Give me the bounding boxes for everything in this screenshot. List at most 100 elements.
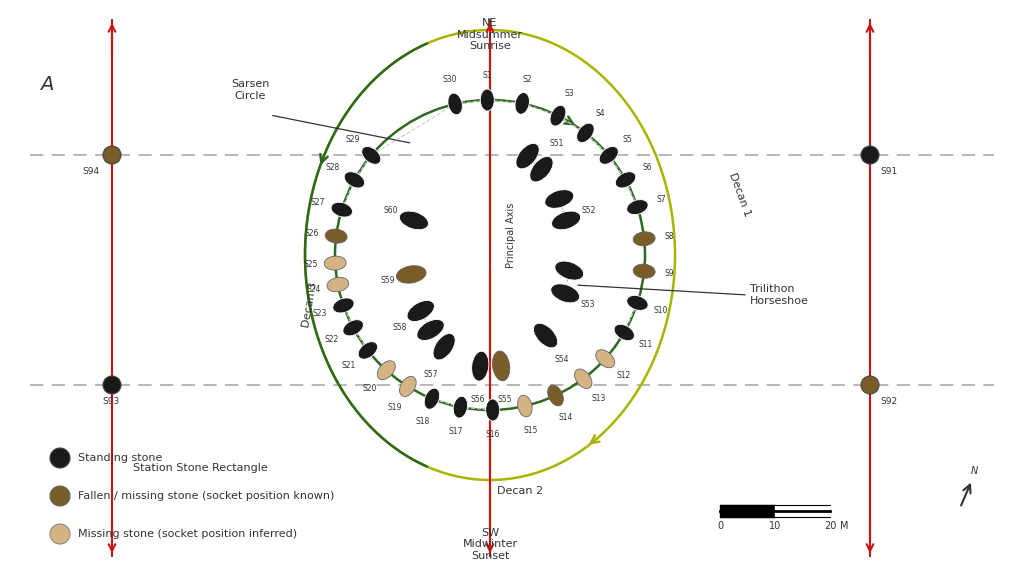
Ellipse shape bbox=[614, 324, 635, 340]
Text: S21: S21 bbox=[341, 361, 355, 370]
Ellipse shape bbox=[574, 369, 592, 389]
Text: S15: S15 bbox=[523, 426, 538, 435]
Ellipse shape bbox=[377, 361, 395, 380]
Text: S6: S6 bbox=[642, 164, 652, 172]
Ellipse shape bbox=[545, 190, 573, 209]
Text: S54: S54 bbox=[555, 355, 569, 364]
Ellipse shape bbox=[399, 211, 428, 230]
Ellipse shape bbox=[534, 323, 558, 348]
Circle shape bbox=[103, 376, 121, 394]
Text: Principal Axis: Principal Axis bbox=[506, 202, 516, 268]
Ellipse shape bbox=[399, 376, 416, 396]
Text: SW
Midwinter
Sunset: SW Midwinter Sunset bbox=[463, 528, 517, 561]
Text: Fallen / missing stone (socket position known): Fallen / missing stone (socket position … bbox=[78, 491, 335, 501]
Text: S55: S55 bbox=[498, 395, 512, 404]
Text: S2: S2 bbox=[522, 75, 532, 84]
Ellipse shape bbox=[599, 146, 618, 164]
Ellipse shape bbox=[627, 200, 648, 215]
Text: S16: S16 bbox=[486, 430, 501, 439]
Text: S12: S12 bbox=[616, 371, 631, 380]
Ellipse shape bbox=[424, 388, 439, 409]
Text: S94: S94 bbox=[82, 167, 99, 176]
Text: S10: S10 bbox=[653, 306, 669, 315]
Text: S4: S4 bbox=[596, 109, 605, 118]
Text: S23: S23 bbox=[312, 309, 328, 318]
Text: NE
Midsummer
Sunrise: NE Midsummer Sunrise bbox=[457, 18, 523, 51]
Text: N: N bbox=[971, 466, 978, 476]
Circle shape bbox=[103, 146, 121, 164]
Text: S59: S59 bbox=[380, 276, 395, 285]
Text: S20: S20 bbox=[362, 384, 377, 393]
Circle shape bbox=[50, 486, 70, 506]
Text: S93: S93 bbox=[102, 397, 119, 406]
Ellipse shape bbox=[327, 278, 349, 292]
Circle shape bbox=[861, 146, 879, 164]
Circle shape bbox=[50, 524, 70, 544]
Text: Decan 1: Decan 1 bbox=[727, 172, 753, 218]
Ellipse shape bbox=[529, 157, 553, 182]
Text: S26: S26 bbox=[304, 229, 318, 237]
Ellipse shape bbox=[454, 396, 468, 418]
Text: Decan 2: Decan 2 bbox=[497, 486, 543, 496]
Ellipse shape bbox=[548, 385, 563, 406]
Ellipse shape bbox=[485, 399, 500, 421]
Ellipse shape bbox=[627, 295, 648, 310]
Text: M: M bbox=[840, 521, 848, 531]
Text: S27: S27 bbox=[311, 198, 326, 207]
Text: S13: S13 bbox=[591, 394, 605, 403]
Text: S28: S28 bbox=[326, 164, 340, 172]
Text: S58: S58 bbox=[393, 323, 408, 332]
Ellipse shape bbox=[396, 266, 426, 283]
Text: S9: S9 bbox=[664, 270, 674, 278]
Text: Decan 3: Decan 3 bbox=[301, 282, 318, 328]
Ellipse shape bbox=[615, 172, 636, 188]
Text: S14: S14 bbox=[559, 414, 573, 422]
Text: S91: S91 bbox=[880, 167, 897, 176]
Ellipse shape bbox=[417, 320, 444, 340]
Text: A: A bbox=[40, 75, 53, 94]
Ellipse shape bbox=[325, 256, 346, 270]
Ellipse shape bbox=[361, 146, 381, 164]
Ellipse shape bbox=[344, 172, 365, 188]
Text: S57: S57 bbox=[423, 370, 437, 379]
Text: S60: S60 bbox=[384, 206, 398, 214]
Text: Station Stone Rectangle: Station Stone Rectangle bbox=[133, 463, 267, 473]
Ellipse shape bbox=[326, 229, 347, 243]
Circle shape bbox=[50, 448, 70, 468]
Text: Trilithon
Horseshoe: Trilithon Horseshoe bbox=[750, 284, 809, 306]
Text: S11: S11 bbox=[639, 340, 653, 350]
Text: S51: S51 bbox=[550, 139, 564, 148]
Text: S19: S19 bbox=[387, 403, 401, 412]
Ellipse shape bbox=[480, 89, 495, 111]
Ellipse shape bbox=[493, 351, 510, 381]
Text: 0: 0 bbox=[717, 521, 723, 531]
Text: S52: S52 bbox=[582, 206, 596, 214]
Text: S25: S25 bbox=[303, 260, 317, 269]
Ellipse shape bbox=[433, 334, 456, 360]
Text: S56: S56 bbox=[470, 395, 484, 404]
Ellipse shape bbox=[408, 301, 434, 321]
Text: S8: S8 bbox=[665, 232, 674, 241]
Ellipse shape bbox=[472, 351, 488, 381]
Ellipse shape bbox=[331, 202, 352, 217]
Text: 10: 10 bbox=[769, 521, 781, 531]
Ellipse shape bbox=[550, 105, 566, 126]
Text: Missing stone (socket position inferred): Missing stone (socket position inferred) bbox=[78, 529, 297, 539]
Ellipse shape bbox=[343, 320, 364, 336]
Ellipse shape bbox=[516, 143, 540, 169]
Ellipse shape bbox=[555, 261, 584, 280]
Text: S22: S22 bbox=[325, 335, 338, 344]
Text: S24: S24 bbox=[306, 285, 321, 294]
Ellipse shape bbox=[577, 123, 594, 142]
Text: S7: S7 bbox=[656, 195, 666, 204]
Ellipse shape bbox=[358, 342, 378, 359]
Ellipse shape bbox=[447, 93, 463, 115]
Text: S5: S5 bbox=[623, 135, 633, 144]
Text: Standing stone: Standing stone bbox=[78, 453, 163, 463]
Text: S92: S92 bbox=[880, 397, 897, 406]
Text: S18: S18 bbox=[416, 417, 430, 426]
Ellipse shape bbox=[551, 284, 580, 303]
Text: S17: S17 bbox=[449, 427, 463, 436]
Text: 20: 20 bbox=[824, 521, 837, 531]
Text: S29: S29 bbox=[345, 135, 359, 144]
